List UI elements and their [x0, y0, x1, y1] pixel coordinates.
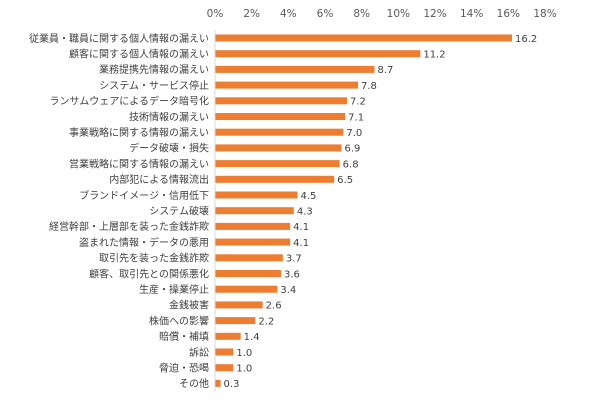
bar-value-label: 0.3	[224, 379, 240, 390]
category-label: 技術情報の漏えい	[129, 110, 209, 123]
category-label: その他	[179, 377, 209, 390]
bar	[215, 364, 234, 372]
category-label: 盗まれた情報・データの悪用	[79, 236, 209, 249]
x-tick-label: 6%	[317, 8, 334, 20]
bar	[215, 113, 346, 120]
bar	[215, 175, 335, 183]
category-label: ランサムウェアによるデータ暗号化	[50, 95, 210, 108]
category-label: 従業員・職員に関する個人情報の漏えい	[29, 32, 209, 45]
bar	[215, 348, 234, 356]
bar	[215, 97, 347, 105]
bar	[215, 270, 281, 277]
bar	[215, 128, 344, 136]
category-label: 営業戦略に関する情報の漏えい	[69, 157, 209, 170]
bar	[215, 285, 278, 293]
bar	[215, 301, 263, 309]
bar-value-label: 3.7	[286, 254, 302, 265]
bar-value-label: 6.9	[345, 144, 361, 155]
bar	[215, 144, 342, 152]
bar-value-label: 4.1	[293, 238, 309, 249]
bar-value-label: 1.4	[244, 332, 260, 343]
x-tick-label: 0%	[207, 8, 224, 20]
x-tick-label: 8%	[353, 8, 370, 20]
category-label: ブランドイメージ・信用低下	[79, 189, 209, 202]
x-tick-label: 4%	[280, 8, 297, 20]
category-label: システム破壊	[149, 205, 209, 218]
value-labels: 16.2 11.2 8.77.8 7.2 7.1 7.0 6.9 6.8 6.5 4.5 4.3 4.…	[224, 34, 538, 390]
x-tick-label: 16%	[497, 8, 520, 20]
bar	[215, 191, 298, 199]
bar-value-label: 3.4	[280, 285, 296, 296]
bar-value-label: 4.3	[297, 207, 313, 218]
bar	[215, 65, 375, 73]
bar	[215, 317, 256, 325]
bar-value-label: 4.5	[301, 191, 317, 202]
bar-value-label: 7.0	[346, 128, 362, 139]
bar-value-label: 7.8	[361, 81, 377, 92]
bar-value-label: 11.2	[423, 50, 445, 61]
x-tick-label: 10%	[387, 8, 410, 20]
x-tick-label: 14%	[460, 8, 483, 20]
bar	[215, 81, 358, 89]
category-label: 顧客に関する個人情報の漏えい	[69, 48, 209, 61]
bar	[215, 379, 221, 387]
bar	[215, 207, 294, 215]
bar-value-label: 6.5	[337, 175, 353, 186]
bar-value-label: 16.2	[515, 34, 537, 45]
bar	[215, 238, 291, 246]
category-label: 株価への影響	[149, 314, 209, 327]
category-label: 訴訟	[189, 346, 209, 359]
bar-value-label: 1.0	[236, 364, 252, 375]
bar	[215, 50, 421, 58]
category-label: 事業戦略に関する情報の漏えい	[69, 126, 209, 139]
bar-value-label: 7.2	[350, 97, 366, 108]
bar	[215, 332, 241, 340]
category-label: 業務提携先情報の漏えい	[99, 63, 209, 76]
x-tick-label: 12%	[423, 8, 446, 20]
bar-value-label: 4.1	[293, 222, 309, 233]
bar-value-label: 7.1	[348, 112, 364, 123]
category-label: 内部犯による情報流出	[109, 173, 209, 186]
bar	[215, 160, 340, 168]
category-label: 経営幹部・上層部を装った金銭詐欺	[49, 220, 209, 233]
category-labels: 従業員・職員に関する個人情報の漏えい顧客に関する個人情報の漏えい業務提携先情報の…	[29, 32, 209, 390]
bars	[215, 34, 512, 387]
bar-value-label: 2.6	[266, 301, 282, 312]
category-label: 脅迫・恐喝	[159, 362, 209, 375]
x-axis-ticks: 0% 2% 4% 6% 8% 10% 12% 14% 16% 18%	[207, 8, 557, 20]
bar	[215, 34, 512, 42]
bar	[215, 254, 283, 262]
category-label: データ破壊・損失	[129, 142, 209, 155]
category-label: システム・サービス停止	[99, 79, 209, 92]
category-label: 顧客、取引先との関係悪化	[89, 267, 209, 280]
bar-value-label: 2.2	[258, 316, 274, 327]
bar-value-label: 3.6	[284, 269, 300, 280]
category-label: 賠償・補填	[159, 330, 209, 343]
bar-value-label: 8.7	[378, 65, 394, 76]
category-label: 金銭被害	[169, 299, 209, 312]
bar	[215, 222, 291, 230]
bar-value-label: 6.8	[343, 159, 359, 170]
x-tick-label: 18%	[533, 8, 556, 20]
x-tick-label: 2%	[243, 8, 260, 20]
bar-value-label: 1.0	[236, 348, 252, 359]
category-label: 取引先を装った金銭詐欺	[99, 252, 209, 265]
category-label: 生産・操業停止	[139, 283, 209, 296]
